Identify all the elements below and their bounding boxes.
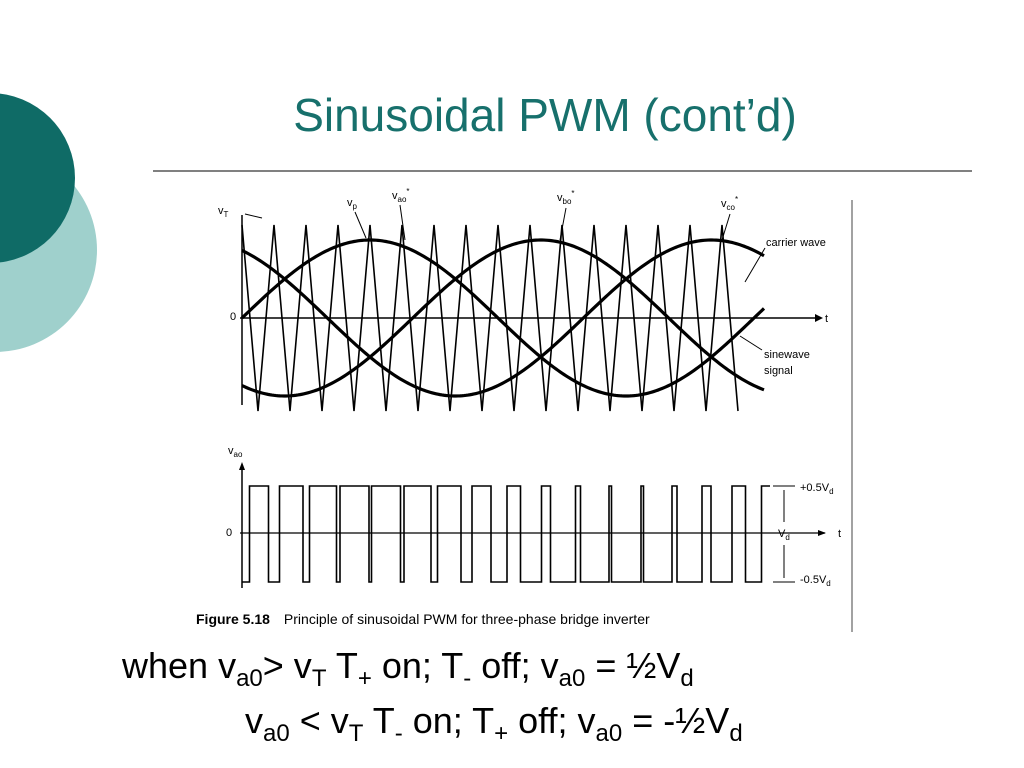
caption-text: Principle of sinusoidal PWM for three-ph… <box>284 611 650 627</box>
label-sub: co <box>727 203 736 212</box>
label-text: t <box>825 313 828 325</box>
figure-label: vco* <box>721 195 738 212</box>
text-run: off; v <box>471 645 559 686</box>
body-line: when va0> vT T+ on; T- off; va0 = ½Vd <box>122 645 694 691</box>
label-text: 0 <box>230 311 236 323</box>
pointer <box>739 335 763 351</box>
text-run: > v <box>262 645 312 686</box>
text-run: T <box>363 700 395 741</box>
subscript: d <box>680 665 694 692</box>
sine-wave <box>240 238 766 398</box>
label-text: t <box>838 528 841 540</box>
label-text: v <box>218 205 224 217</box>
figure-label: vT <box>218 205 229 219</box>
subscript: a0 <box>595 720 623 747</box>
figure-label: vao* <box>392 187 410 204</box>
label-text: v <box>557 192 563 204</box>
decor-circle <box>0 93 75 263</box>
figure-label: t <box>825 313 828 325</box>
label-sub: d <box>826 579 830 588</box>
label-sub: d <box>785 533 789 542</box>
text-run: v <box>245 700 263 741</box>
pointer <box>244 213 263 219</box>
figure-label: Vd <box>778 528 790 542</box>
subscript: d <box>729 720 743 747</box>
figure-label: sinewave <box>764 349 810 361</box>
label-sub: T <box>224 210 229 219</box>
label-text: 0 <box>226 527 232 539</box>
subscript: + <box>357 665 372 692</box>
label-text: v <box>347 197 353 209</box>
body-line: va0 < vT T- on; T+ off; va0 = -½Vd <box>245 700 743 746</box>
label-text: -0.5V <box>800 574 827 586</box>
text-run: off; v <box>508 700 596 741</box>
label-sub: bo <box>563 197 572 206</box>
label-sub: p <box>353 202 358 211</box>
figure-label: -0.5Vd <box>800 574 831 588</box>
figure-label: t <box>838 528 841 540</box>
figure-label: +0.5Vd <box>800 482 834 496</box>
subscript: a0 <box>236 665 263 692</box>
figure-caption: Figure 5.18 Principle of sinusoidal PWM f… <box>196 611 650 627</box>
subscript: - <box>463 665 472 692</box>
label-sup: * <box>735 195 738 204</box>
text-run: T <box>326 645 358 686</box>
figure-label: 0 <box>226 527 232 539</box>
pointer <box>399 204 406 241</box>
axis-arrow <box>815 314 823 322</box>
label-text: v <box>228 445 234 457</box>
subscript: T <box>348 720 364 747</box>
label-text: signal <box>764 365 793 377</box>
text-run: < v <box>289 700 349 741</box>
label-sub: ao <box>234 450 243 459</box>
label-text: +0.5V <box>800 482 830 494</box>
subscript: a0 <box>263 720 290 747</box>
label-text: sinewave <box>764 349 810 361</box>
figure-label: 0 <box>230 311 236 323</box>
pointer <box>744 247 766 283</box>
axis-arrow <box>239 462 245 470</box>
figure-label: signal <box>764 365 793 377</box>
caption-number: Figure 5.18 <box>196 611 270 627</box>
subscript: - <box>394 720 403 747</box>
figure-label: carrier wave <box>766 237 826 249</box>
pointer <box>721 213 731 241</box>
text-run: when v <box>122 645 237 686</box>
label-sub: d <box>829 487 833 496</box>
label-text: carrier wave <box>766 237 826 249</box>
text-run: = -½V <box>622 700 730 741</box>
label-text: v <box>392 190 398 202</box>
figure-label: vp <box>347 197 358 211</box>
axis-arrow <box>818 530 826 536</box>
pointer <box>354 211 367 239</box>
subscript: + <box>494 720 509 747</box>
sine-wave <box>241 238 765 398</box>
label-text: V <box>778 528 786 540</box>
text-run: = ½V <box>585 645 681 686</box>
label-text: v <box>721 198 727 210</box>
text-run: on; T <box>402 700 495 741</box>
pointer <box>559 207 567 241</box>
label-sup: * <box>571 189 574 198</box>
sine-wave <box>241 238 765 398</box>
label-sup: * <box>406 187 409 196</box>
slide-title: Sinusoidal PWM (cont’d) <box>293 89 797 141</box>
subscript: T <box>311 665 327 692</box>
figure-label: vbo* <box>557 189 575 206</box>
subscript: a0 <box>558 665 586 692</box>
label-sub: ao <box>398 195 407 204</box>
text-run: on; T <box>371 645 464 686</box>
pwm-wave <box>242 485 770 583</box>
figure-label: vao <box>228 445 243 459</box>
